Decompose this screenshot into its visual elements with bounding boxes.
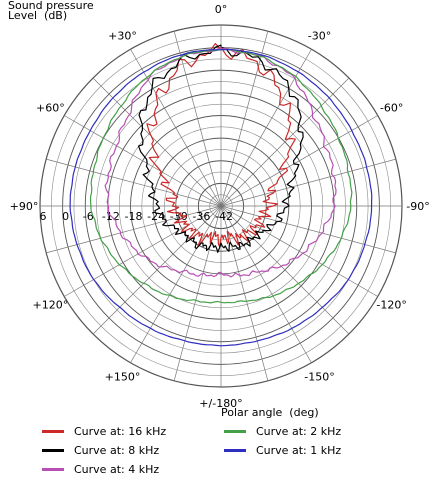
series-curve: [137, 44, 304, 253]
grid-spoke: [173, 205, 222, 381]
grid-spoke: [220, 205, 350, 335]
angle-label: -30°: [308, 29, 331, 42]
grid-spoke: [220, 205, 378, 297]
grid-spoke: [220, 205, 396, 254]
angle-label: +150°: [105, 371, 141, 384]
y-axis-label-line-2: Level (dB): [8, 9, 68, 22]
grid-spoke: [130, 205, 222, 363]
angle-label: +30°: [108, 29, 137, 42]
angle-labels: 0° -30° -60° -90° -120° -150° +/-180° +150° +120…: [10, 3, 430, 410]
y-axis-label-line-1: Sound pressure: [8, 0, 94, 12]
x-axis-label: Polar angle (deg): [221, 406, 319, 419]
radial-tick-label: -42: [215, 210, 233, 223]
angle-label: +60°: [36, 102, 65, 115]
angle-label: +90°: [10, 200, 39, 213]
grid-spoke: [92, 205, 222, 335]
angle-label: -90°: [406, 200, 429, 213]
angle-label: -150°: [304, 371, 334, 384]
angle-label: -120°: [376, 299, 406, 312]
grid-spoke: [220, 205, 312, 363]
grid-spoke: [220, 205, 269, 381]
radial-tick-labels: 6 0 -6 -12 -18 -24 -30 -36 -42: [40, 210, 233, 223]
grid-spoke: [220, 49, 312, 207]
angle-label: 0°: [215, 3, 228, 16]
radial-tick-label: 0: [62, 210, 69, 223]
grid-spoke: [92, 77, 222, 207]
series-curve: [146, 42, 296, 248]
grid-spoke: [64, 205, 222, 297]
y-axis-label: Sound pressure Level (dB): [8, 0, 94, 22]
angle-label: -60°: [380, 102, 403, 115]
series-curve: [69, 48, 373, 347]
radial-tick-label: -6: [83, 210, 94, 223]
series-curve: [89, 48, 353, 304]
grid-spoke: [130, 49, 222, 207]
grid-spoke: [46, 205, 222, 254]
series-curves: [69, 42, 373, 347]
radial-tick-label: -24: [147, 210, 165, 223]
radial-tick-label: 6: [40, 210, 47, 223]
grid-spoke: [220, 115, 378, 207]
angle-label: +/-180°: [199, 397, 242, 410]
radial-tick-label: -36: [192, 210, 210, 223]
angle-label: +120°: [33, 299, 69, 312]
grid-spoke: [220, 77, 350, 207]
grid-spoke: [173, 31, 222, 207]
series-curve: [104, 46, 337, 278]
radial-tick-label: -18: [125, 210, 143, 223]
polar-grid: [39, 24, 403, 388]
